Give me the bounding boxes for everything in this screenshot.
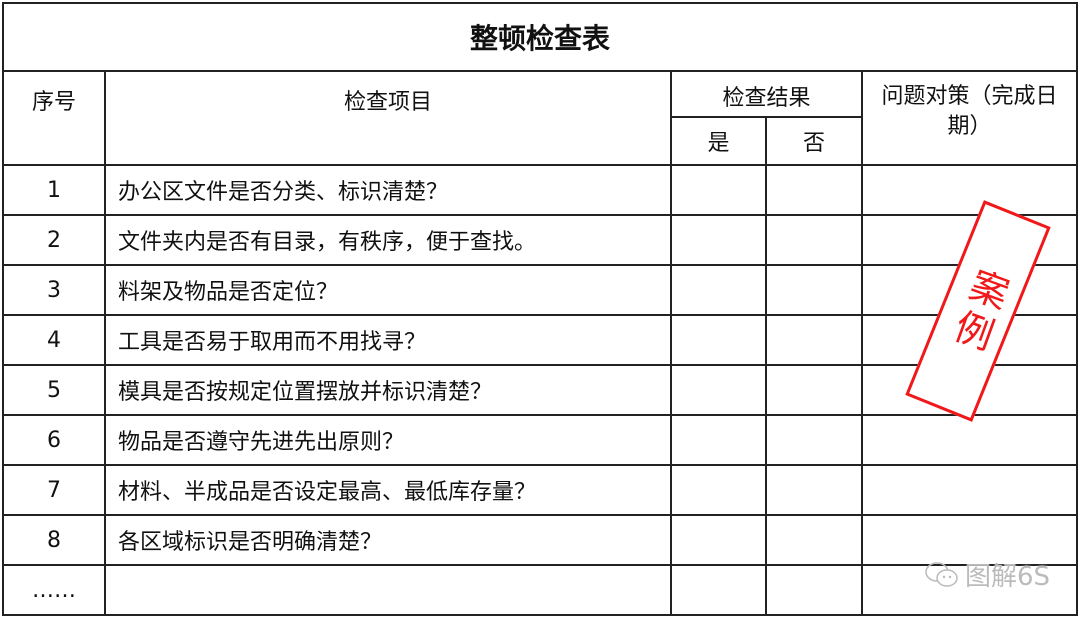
row-number: …… [2,564,106,616]
cell-yes [670,314,767,366]
cell-yes [670,214,767,266]
row-item: 模具是否按规定位置摆放并标识清楚？ [104,364,672,416]
cell-no [765,564,863,616]
row-number: 4 [2,314,106,366]
cell-no [765,264,863,316]
row-number: 5 [2,364,106,416]
row-number: 2 [2,214,106,266]
header-yes: 是 [670,116,767,166]
cell-no [765,214,863,266]
cell-yes [670,264,767,316]
cell-measure [860,164,1079,216]
cell-measure [860,564,1079,616]
cell-yes [670,564,767,616]
cell-measure [860,414,1079,466]
cell-no [765,464,863,516]
header-measure: 问题对策（完成日期） [860,70,1079,166]
header-item: 检查项目 [104,70,672,166]
table-row: 7 材料、半成品是否设定最高、最低库存量？ [2,464,1079,516]
cell-no [765,414,863,466]
cell-no [765,164,863,216]
cell-measure [860,464,1079,516]
table-title: 整顿检查表 [1,2,1079,72]
row-item: 办公区文件是否分类、标识清楚？ [104,164,672,216]
cell-no [765,364,863,416]
row-item: 材料、半成品是否设定最高、最低库存量？ [104,464,672,516]
table-row: 3 料架及物品是否定位？ [2,264,1079,316]
cell-no [765,514,863,566]
row-item: 各区域标识是否明确清楚？ [104,514,672,566]
row-number: 8 [2,514,106,566]
table-row: 6 物品是否遵守先进先出原则？ [2,414,1079,466]
row-item: 料架及物品是否定位？ [104,264,672,316]
table-row: 8 各区域标识是否明确清楚？ [2,514,1079,566]
cell-yes [670,514,767,566]
cell-no [765,314,863,366]
cell-yes [670,414,767,466]
header-no: 序号 [2,70,106,166]
row-item [104,564,672,616]
row-number: 1 [2,164,106,216]
table-row: 1 办公区文件是否分类、标识清楚？ [2,164,1079,216]
row-number: 6 [2,414,106,466]
cell-yes [670,164,767,216]
header-no-result: 否 [765,116,863,166]
row-number: 3 [2,264,106,316]
cell-yes [670,364,767,416]
table-row: 4 工具是否易于取用而不用找寻？ [2,314,1079,366]
wechat-icon [925,561,958,587]
table-row: …… [2,564,1079,616]
row-item: 文件夹内是否有目录，有秩序，便于查找。 [104,214,672,266]
table-row: 2 文件夹内是否有目录，有秩序，便于查找。 [2,214,1079,266]
row-number: 7 [2,464,106,516]
row-item: 工具是否易于取用而不用找寻？ [104,314,672,366]
cell-yes [670,464,767,516]
header-result: 检查结果 [670,70,863,118]
watermark: 图解6S [925,556,1050,593]
cell-measure [860,514,1079,566]
row-item: 物品是否遵守先进先出原则？ [104,414,672,466]
